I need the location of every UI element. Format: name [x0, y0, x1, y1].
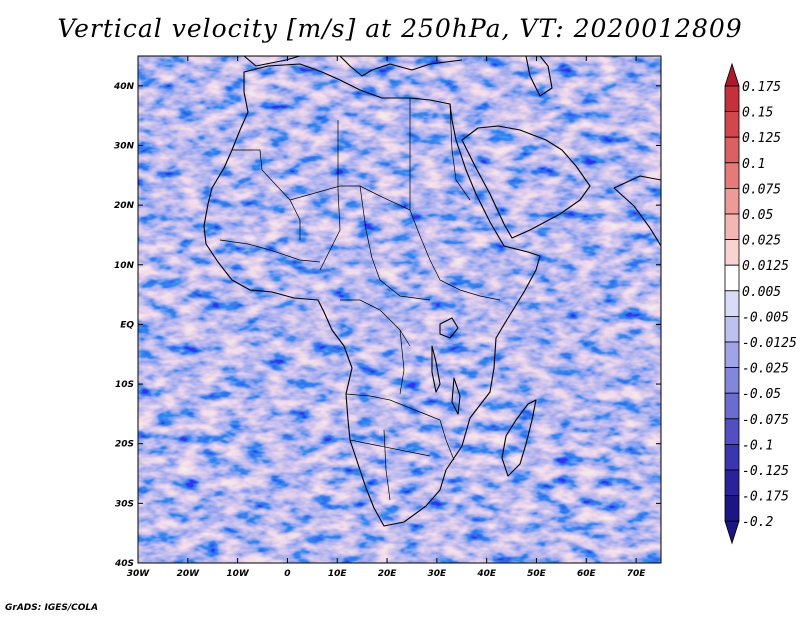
lon-label: 10W [226, 569, 250, 579]
colorbar-label: 0.15 [742, 106, 773, 121]
colorbar-swatch [724, 239, 740, 266]
india-coastline [613, 175, 661, 247]
colorbar-label: -0.025 [742, 362, 789, 377]
lat-label: 30N [114, 141, 135, 151]
lon-label: 0 [284, 569, 290, 579]
colorbar-swatch [724, 315, 740, 343]
lat-label: EQ [120, 320, 134, 330]
colorbar-swatch [724, 469, 740, 497]
lake-tanganyika [431, 345, 441, 393]
map-frame [137, 55, 662, 564]
latitude-labels: 40N 30N 20N 10N EQ 10S 20S 30S 40S [113, 82, 135, 569]
mediterranean-north-coast [243, 56, 463, 77]
lat-label: 40N [113, 82, 135, 92]
colorbar-label: -0.1 [742, 438, 773, 453]
colorbar-label: 0.125 [742, 131, 781, 146]
colorbar-label: -0.175 [742, 490, 789, 505]
colorbar-swatch [724, 341, 740, 369]
lon-label: 70E [627, 569, 647, 579]
axis-ticks [137, 56, 661, 564]
lat-label: 20S [115, 440, 134, 450]
colorbar-label: 0.005 [742, 285, 781, 300]
lon-label: 30E [428, 569, 448, 579]
colorbar-max-arrow [724, 62, 740, 87]
arabian-peninsula-coastline [461, 125, 591, 239]
colorbar-swatch [724, 213, 740, 241]
colorbar-swatch [724, 443, 740, 471]
colorbar-label: 0.025 [742, 234, 781, 249]
lat-label: 10N [114, 261, 135, 271]
lon-label: 10E [328, 569, 348, 579]
lon-label: 20E [378, 569, 398, 579]
country-borders [219, 98, 501, 501]
lat-label: 20N [114, 201, 135, 211]
colorbar: 0.175 0.15 0.125 0.1 0.075 0.05 0.025 0.0125 0.0… [724, 62, 797, 545]
lon-label: 20W [177, 569, 201, 579]
lat-label: 40S [114, 559, 134, 569]
lat-label: 30S [115, 499, 134, 509]
lon-label: 50E [527, 569, 547, 579]
colorbar-swatch [724, 418, 740, 445]
colorbar-swatch [724, 162, 740, 189]
colorbar-swatch [724, 392, 740, 420]
colorbar-label: 0.05 [742, 208, 773, 223]
colorbar-label: -0.005 [742, 310, 789, 325]
lon-label: 60E [577, 569, 597, 579]
longitude-labels: 30W 20W 10W 0 10E 20E 30E 40E 50E 60E 70E [127, 569, 647, 579]
caspian-coastline [525, 56, 553, 97]
coastlines [203, 56, 661, 527]
colorbar-label: 0.075 [742, 182, 781, 197]
colorbar-label: -0.075 [742, 413, 789, 428]
colorbar-label: 0.1 [742, 157, 765, 172]
colorbar-swatch [724, 264, 740, 292]
colorbar-min-arrow [724, 520, 740, 545]
colorbar-swatch [724, 367, 740, 394]
lat-label: 10S [115, 380, 134, 390]
lake-malawi [451, 377, 461, 415]
colorbar-label: 0.0125 [742, 259, 789, 274]
map-title: Vertical velocity [m/s] at 250hPa, VT: 2… [57, 14, 743, 43]
africa-coastline [203, 63, 541, 527]
madagascar-coastline [501, 399, 537, 477]
colorbar-swatch [724, 136, 740, 164]
colorbar-swatch [724, 111, 740, 138]
colorbar-label: 0.175 [742, 80, 781, 95]
colorbar-swatch [724, 290, 740, 317]
colorbar-label: -0.2 [742, 515, 773, 530]
lake-victoria [439, 317, 459, 339]
lon-label: 40E [476, 569, 497, 579]
colorbar-label: -0.0125 [742, 336, 797, 351]
colorbar-swatch [724, 85, 740, 113]
lon-label: 30W [127, 569, 151, 579]
colorbar-swatch [724, 495, 740, 522]
vertical-velocity-texture [138, 56, 661, 563]
colorbar-label: -0.05 [742, 387, 781, 402]
map-panel [138, 56, 661, 563]
colorbar-label: -0.125 [742, 464, 789, 479]
grads-credit: GrADS: IGES/COLA [5, 603, 99, 613]
colorbar-swatch [724, 187, 740, 215]
